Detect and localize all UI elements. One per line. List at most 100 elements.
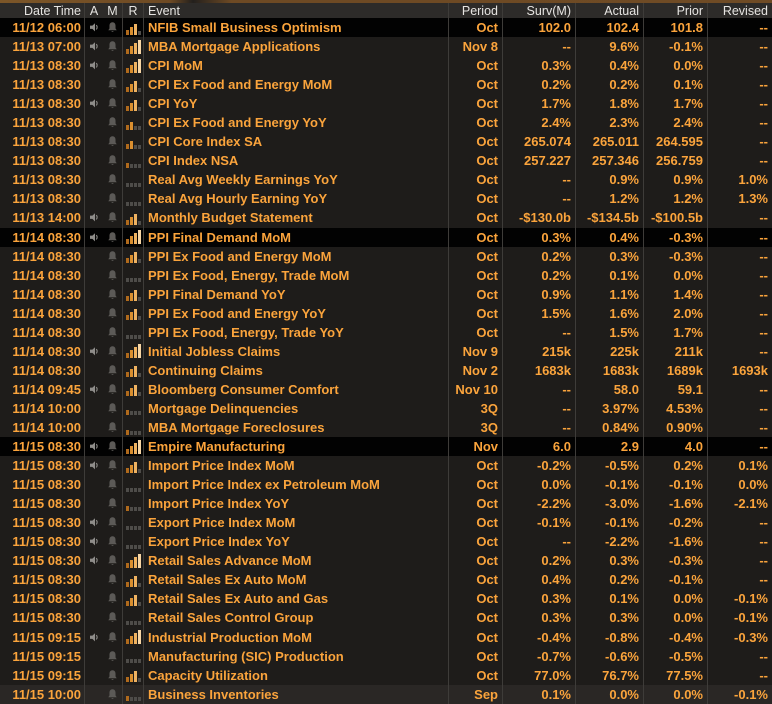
table-row[interactable]: 11/13 08:30 CPI MoM Oct 0.3% 0.4% 0.0% -…: [0, 56, 772, 76]
bell-icon[interactable]: [106, 288, 119, 301]
bell-icon[interactable]: [106, 364, 119, 377]
table-row[interactable]: 11/15 10:00 Business Inventories Sep 0.1…: [0, 684, 772, 704]
table-row[interactable]: 11/14 09:45 Bloomberg Consumer Comfort N…: [0, 379, 772, 399]
column-header-audio[interactable]: A: [89, 3, 99, 18]
row-prior-value: 1.4%: [644, 284, 708, 304]
speaker-icon[interactable]: [89, 460, 100, 471]
speaker-icon[interactable]: [89, 536, 100, 547]
bell-icon[interactable]: [106, 173, 119, 186]
speaker-icon[interactable]: [89, 22, 100, 33]
bell-icon[interactable]: [106, 440, 119, 453]
table-row[interactable]: 11/13 08:30 CPI Ex Food and Energy YoY O…: [0, 113, 772, 133]
bell-icon[interactable]: [106, 250, 119, 263]
bell-icon[interactable]: [106, 116, 119, 129]
bell-icon[interactable]: [106, 478, 119, 491]
row-date-time: 11/13 14:00: [0, 208, 85, 228]
bell-icon[interactable]: [106, 78, 119, 91]
table-row[interactable]: 11/15 09:15 Capacity Utilization Oct 77.…: [0, 665, 772, 685]
table-row[interactable]: 11/14 08:30 Initial Jobless Claims Nov 9…: [0, 341, 772, 361]
table-row[interactable]: 11/15 08:30 Export Price Index YoY Oct -…: [0, 532, 772, 552]
table-row[interactable]: 11/14 08:30 PPI Ex Food and Energy YoY O…: [0, 303, 772, 323]
bell-icon[interactable]: [106, 535, 119, 548]
table-row[interactable]: 11/14 08:30 PPI Ex Food and Energy MoM O…: [0, 246, 772, 266]
table-row[interactable]: 11/15 08:30 Retail Sales Ex Auto and Gas…: [0, 589, 772, 609]
bell-icon[interactable]: [106, 459, 119, 472]
bell-icon[interactable]: [106, 307, 119, 320]
table-row[interactable]: 11/14 08:30 PPI Final Demand MoM Oct 0.3…: [0, 227, 772, 247]
table-row[interactable]: 11/14 08:30 PPI Ex Food, Energy, Trade M…: [0, 265, 772, 285]
bell-icon[interactable]: [106, 554, 119, 567]
table-row[interactable]: 11/14 10:00 MBA Mortgage Foreclosures 3Q…: [0, 417, 772, 438]
table-row[interactable]: 11/15 08:30 Retail Sales Control Group O…: [0, 608, 772, 628]
table-row[interactable]: 11/15 08:30 Retail Sales Ex Auto MoM Oct…: [0, 570, 772, 590]
column-header-prior[interactable]: Prior: [644, 3, 708, 18]
table-row[interactable]: 11/13 07:00 MBA Mortgage Applications No…: [0, 37, 772, 57]
table-row[interactable]: 11/15 08:30 Import Price Index ex Petrol…: [0, 475, 772, 495]
bell-icon[interactable]: [106, 40, 119, 53]
bell-icon[interactable]: [106, 154, 119, 167]
table-row[interactable]: 11/13 08:30 Real Avg Hourly Earning YoY …: [0, 189, 772, 209]
bell-icon[interactable]: [106, 326, 119, 339]
speaker-icon[interactable]: [89, 555, 100, 566]
table-row[interactable]: 11/12 06:00 NFIB Small Business Optimism…: [0, 18, 772, 38]
column-header-date-time[interactable]: Date Time: [0, 3, 85, 18]
column-header-revised[interactable]: Revised: [722, 3, 768, 18]
bell-icon[interactable]: [106, 383, 119, 396]
speaker-icon[interactable]: [89, 517, 100, 528]
bell-icon[interactable]: [106, 269, 119, 282]
bell-icon[interactable]: [106, 97, 119, 110]
speaker-icon[interactable]: [89, 232, 100, 243]
table-row[interactable]: 11/14 08:30 Continuing Claims Nov 2 1683…: [0, 360, 772, 380]
bell-icon[interactable]: [106, 516, 119, 529]
column-header-actual[interactable]: Actual: [576, 3, 644, 18]
bell-icon[interactable]: [106, 631, 119, 644]
row-event-name: MBA Mortgage Foreclosures: [144, 417, 449, 438]
table-row[interactable]: 11/15 08:30 Retail Sales Advance MoM Oct…: [0, 551, 772, 571]
table-row[interactable]: 11/15 09:15 Industrial Production MoM Oc…: [0, 627, 772, 647]
bell-icon[interactable]: [106, 192, 119, 205]
bell-icon[interactable]: [106, 611, 119, 624]
bell-icon[interactable]: [106, 421, 119, 434]
speaker-icon[interactable]: [89, 212, 100, 223]
speaker-icon[interactable]: [89, 98, 100, 109]
speaker-icon[interactable]: [89, 41, 100, 52]
bell-icon[interactable]: [106, 135, 119, 148]
bell-icon[interactable]: [106, 592, 119, 605]
bell-icon[interactable]: [106, 497, 119, 510]
speaker-icon[interactable]: [89, 632, 100, 643]
row-revised-value: --: [759, 115, 768, 131]
table-row[interactable]: 11/15 08:30 Empire Manufacturing Nov 6.0…: [0, 437, 772, 457]
column-header-surv[interactable]: Surv(M): [503, 3, 576, 18]
column-header-alarm[interactable]: M: [103, 3, 123, 18]
bell-icon[interactable]: [106, 345, 119, 358]
column-header-period[interactable]: Period: [449, 3, 503, 18]
bell-icon[interactable]: [106, 59, 119, 72]
speaker-icon[interactable]: [89, 346, 100, 357]
table-row[interactable]: 11/13 08:30 CPI Core Index SA Oct 265.07…: [0, 132, 772, 152]
column-header-relevance[interactable]: R: [123, 3, 144, 18]
column-header-event[interactable]: Event: [144, 3, 449, 18]
table-row[interactable]: 11/15 08:30 Import Price Index MoM Oct -…: [0, 456, 772, 476]
table-row[interactable]: 11/15 08:30 Export Price Index MoM Oct -…: [0, 513, 772, 533]
speaker-icon[interactable]: [89, 60, 100, 71]
speaker-icon[interactable]: [89, 441, 100, 452]
bell-icon[interactable]: [106, 573, 119, 586]
bell-icon[interactable]: [106, 669, 119, 682]
table-row[interactable]: 11/14 10:00 Mortgage Delinquencies 3Q --…: [0, 398, 772, 418]
table-row[interactable]: 11/15 08:30 Import Price Index YoY Oct -…: [0, 494, 772, 514]
bell-icon[interactable]: [106, 231, 119, 244]
table-row[interactable]: 11/14 08:30 PPI Ex Food, Energy, Trade Y…: [0, 322, 772, 342]
table-row[interactable]: 11/13 08:30 CPI Ex Food and Energy MoM O…: [0, 75, 772, 95]
table-row[interactable]: 11/15 09:15 Manufacturing (SIC) Producti…: [0, 646, 772, 666]
bell-icon[interactable]: [106, 688, 119, 701]
bell-icon[interactable]: [106, 211, 119, 224]
table-row[interactable]: 11/13 08:30 CPI YoY Oct 1.7% 1.8% 1.7% -…: [0, 94, 772, 114]
bell-icon[interactable]: [106, 21, 119, 34]
table-row[interactable]: 11/13 08:30 Real Avg Weekly Earnings YoY…: [0, 170, 772, 190]
speaker-icon[interactable]: [89, 384, 100, 395]
table-row[interactable]: 11/13 08:30 CPI Index NSA Oct 257.227 25…: [0, 151, 772, 171]
table-row[interactable]: 11/14 08:30 PPI Final Demand YoY Oct 0.9…: [0, 284, 772, 304]
bell-icon[interactable]: [106, 650, 119, 663]
table-row[interactable]: 11/13 14:00 Monthly Budget Statement Oct…: [0, 208, 772, 228]
bell-icon[interactable]: [106, 402, 119, 415]
